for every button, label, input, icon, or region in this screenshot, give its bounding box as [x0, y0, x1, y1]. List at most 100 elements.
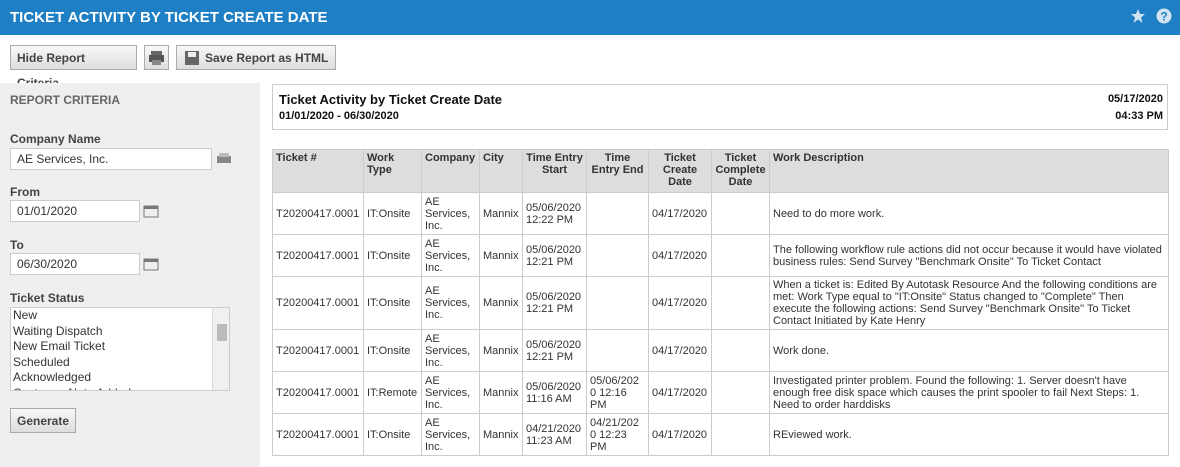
table-cell: 04/21/2020 12:23 PM	[586, 413, 649, 456]
table-cell: T20200417.0001	[272, 234, 364, 277]
table-cell: IT:Onsite	[363, 413, 422, 456]
table-row: T20200417.0001 IT:Onsite AE Services, Inc.…	[272, 276, 1169, 330]
report-range: 01/01/2020 - 06/30/2020	[279, 110, 399, 122]
table-cell: IT:Onsite	[363, 192, 422, 235]
table-cell: When a ticket is: Edited By Autotask Res…	[769, 276, 1169, 330]
table-cell: 04/17/2020	[648, 329, 712, 372]
table-cell	[711, 276, 770, 330]
hide-criteria-button[interactable]: Hide Report Criteria	[10, 45, 137, 90]
column-header: Time Entry End	[586, 149, 649, 193]
column-header: Company	[421, 149, 480, 193]
company-label: Company Name	[10, 132, 101, 146]
table-cell	[586, 329, 649, 372]
table-cell: 05/06/2020 12:21 PM	[522, 276, 587, 330]
table-cell: 04/17/2020	[648, 234, 712, 277]
from-label: From	[10, 185, 40, 199]
status-option: Scheduled	[13, 354, 70, 369]
table-cell	[586, 276, 649, 330]
table-cell	[586, 234, 649, 277]
table-head: Ticket # Work Type Company City Time Entry S…	[272, 149, 1169, 193]
status-label: Ticket Status	[10, 291, 85, 305]
table-cell: AE Services, Inc.	[421, 413, 480, 456]
table-cell: Mannix	[479, 234, 523, 277]
table-cell: Mannix	[479, 276, 523, 330]
to-label: To	[10, 238, 24, 252]
table-cell: T20200417.0001	[272, 192, 364, 235]
column-header: Work Type	[363, 149, 422, 193]
column-header: Ticket #	[272, 149, 364, 193]
table-cell: Mannix	[479, 329, 523, 372]
table-cell: 05/06/2020 12:21 PM	[522, 329, 587, 372]
table-cell: 05/06/2020 11:16 AM	[522, 371, 587, 414]
table-cell: IT:Onsite	[363, 234, 422, 277]
page-title: TICKET ACTIVITY BY TICKET CREATE DATE	[10, 9, 328, 26]
status-option: Acknowledged	[13, 370, 92, 384]
company-input[interactable]: AE Services, Inc.	[10, 148, 212, 170]
to-input[interactable]: 06/30/2020	[10, 253, 140, 275]
table-cell	[711, 413, 770, 456]
help-icon[interactable]: ?	[1156, 8, 1172, 24]
table-cell: T20200417.0001	[272, 371, 364, 414]
table-cell	[586, 192, 649, 235]
column-header: Ticket Create Date	[648, 149, 712, 193]
table-row: T20200417.0001 IT:Remote AE Services, Inc.…	[272, 371, 1169, 414]
report-date: 05/17/2020	[1107, 93, 1163, 105]
status-option: Customer Note Added	[11, 386, 229, 391]
table-cell: 05/06/2020 12:16 PM	[586, 371, 649, 414]
status-option: New Email Ticket	[13, 339, 106, 353]
favorite-icon[interactable]	[1130, 8, 1146, 24]
from-input[interactable]: 01/01/2020	[10, 200, 140, 222]
report-table: Ticket # Work Type Company City Time Entry S…	[272, 149, 1169, 456]
criteria-panel: REPORT CRITERIA Company Name AE Services…	[0, 83, 260, 467]
table-cell: Need to do more work.	[769, 192, 1169, 235]
table-cell: 04/17/2020	[648, 276, 712, 330]
table-cell: AE Services, Inc.	[421, 234, 480, 277]
table-row: T20200417.0001 IT:Onsite AE Services, Inc.…	[272, 234, 1169, 277]
table-cell	[711, 192, 770, 235]
report-time: 04:33 PM	[1115, 110, 1163, 122]
table-cell: Mannix	[479, 413, 523, 456]
table-cell: Mannix	[479, 371, 523, 414]
table-cell: IT:Remote	[363, 371, 422, 414]
table-row: T20200417.0001 IT:Onsite AE Services, Inc.…	[272, 329, 1169, 372]
table-cell: Mannix	[479, 192, 523, 235]
criteria-heading: REPORT CRITERIA	[10, 93, 121, 107]
table-cell: IT:Onsite	[363, 329, 422, 372]
save-icon	[185, 51, 199, 65]
table-body: T20200417.0001 IT:Onsite AE Services, Inc.…	[272, 192, 1169, 456]
table-cell: REviewed work.	[769, 413, 1169, 456]
scrollbar[interactable]	[212, 308, 229, 390]
status-listbox[interactable]: New Waiting Dispatch New Email Ticket Sched…	[10, 307, 230, 391]
generate-button[interactable]: Generate	[10, 408, 76, 433]
table-cell: 04/17/2020	[648, 371, 712, 414]
report-title: Ticket Activity by Ticket Create Date	[279, 92, 503, 107]
table-cell	[711, 371, 770, 414]
report-header: Ticket Activity by Ticket Create Date 01…	[272, 84, 1168, 130]
table-cell: T20200417.0001	[272, 329, 364, 372]
table-cell	[711, 329, 770, 372]
table-cell: Work done.	[769, 329, 1169, 372]
table-cell: AE Services, Inc.	[421, 192, 480, 235]
save-html-button[interactable]: Save Report as HTML	[176, 45, 336, 70]
to-calendar-icon[interactable]	[143, 257, 159, 271]
table-cell: 05/06/2020 12:21 PM	[522, 234, 587, 277]
table-cell: The following workflow rule actions did …	[769, 234, 1169, 277]
svg-text:?: ?	[1160, 10, 1167, 24]
table-cell: AE Services, Inc.	[421, 329, 480, 372]
company-picker-icon[interactable]	[215, 152, 233, 164]
column-header: City	[479, 149, 523, 193]
table-cell: 05/06/2020 12:22 PM	[522, 192, 587, 235]
column-header: Ticket Complete Date	[711, 149, 770, 193]
table-cell: 04/17/2020	[648, 192, 712, 235]
print-button[interactable]	[144, 45, 169, 70]
status-option: Waiting Dispatch	[13, 323, 103, 338]
table-cell: IT:Onsite	[363, 276, 422, 330]
table-cell: 04/17/2020	[648, 413, 712, 456]
header-row: Ticket # Work Type Company City Time Entry S…	[272, 149, 1169, 193]
from-calendar-icon[interactable]	[143, 204, 159, 218]
table-row: T20200417.0001 IT:Onsite AE Services, Inc.…	[272, 413, 1169, 456]
header: TICKET ACTIVITY BY TICKET CREATE DATE ?	[0, 0, 1180, 35]
status-option: New	[13, 308, 38, 322]
table-cell: T20200417.0001	[272, 413, 364, 456]
